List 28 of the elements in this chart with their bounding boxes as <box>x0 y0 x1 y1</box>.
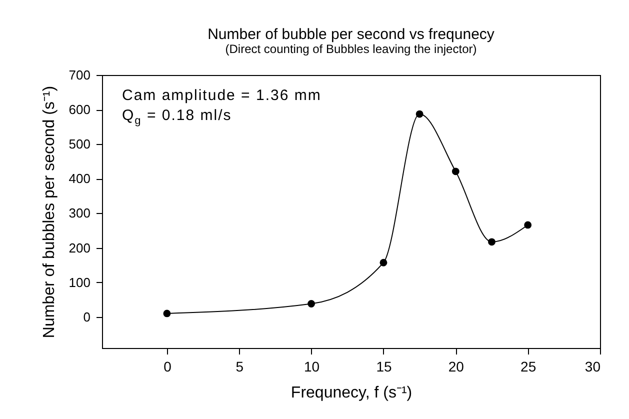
x-tick-label: 5 <box>236 358 244 374</box>
x-tick-label: 25 <box>520 358 536 374</box>
x-tick-label: 30 <box>584 358 601 374</box>
point <box>524 221 532 229</box>
point <box>416 110 424 118</box>
point <box>452 168 460 176</box>
y-tick-label: 600 <box>68 102 90 118</box>
x-tick-label: 15 <box>376 358 392 374</box>
x-tick-label: 0 <box>164 358 172 374</box>
chart-subtitle: (Direct counting of Bubbles leaving the injector) <box>225 42 477 56</box>
y-tick-label: 300 <box>68 206 90 221</box>
y-tick-label: 500 <box>68 136 90 152</box>
x-axis-title: Frequnecy, f (s⁻¹) <box>290 384 412 402</box>
point <box>163 310 171 318</box>
x-tick-label: 10 <box>304 358 320 374</box>
chart-title: Number of bubble per second vs frequnecy <box>208 26 495 43</box>
point <box>488 238 496 246</box>
y-tick-label: 0 <box>83 309 90 324</box>
annotation: Cam amplitude = 1.36 mm <box>122 86 322 106</box>
point <box>308 300 316 308</box>
y-tick-label: 100 <box>68 274 90 290</box>
y-axis-title: Number of bubbles per second (s⁻¹) <box>40 86 58 338</box>
y-tick-label: 700 <box>68 68 90 82</box>
point <box>380 258 388 266</box>
x-tick-label: 20 <box>448 358 464 374</box>
y-tick-label: 400 <box>68 171 90 186</box>
y-tick-label: 200 <box>68 240 90 256</box>
annotation: Q$_{g}$ = 0.18 ml/s <box>122 106 233 129</box>
